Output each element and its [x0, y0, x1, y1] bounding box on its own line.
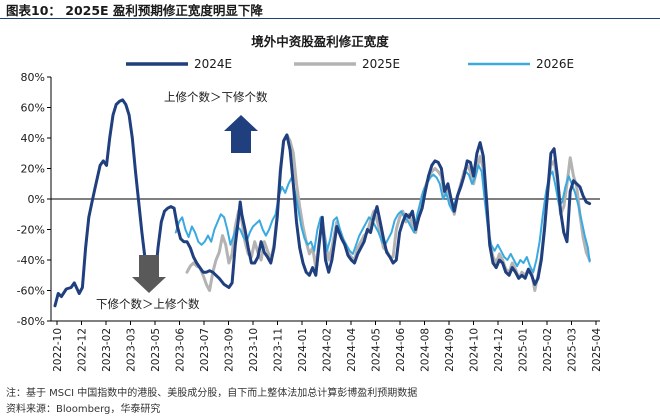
series-line-2025E	[185, 133, 592, 292]
x-tick-label: 2025-04	[591, 328, 603, 372]
x-tick-label: 2024-12	[493, 328, 505, 372]
figure-title: 图表10： 2025E 盈利预期修正宽度明显下降	[6, 3, 263, 18]
y-tick-label: 0%	[28, 193, 45, 206]
x-tick-label: 2024-04	[346, 328, 358, 372]
y-tick-label: -40%	[17, 254, 45, 267]
source-note: 资料来源：Bloomberg，华泰研究	[6, 404, 161, 415]
x-tick-label: 2023-10	[248, 328, 260, 372]
x-tick-label: 2023-02	[101, 328, 113, 372]
footnote: 注：基于 MSCI 中国指数中的港股、美股成分股，自下而上整体法加总计算彭博盈利…	[6, 388, 418, 399]
title-divider	[0, 18, 660, 19]
legend-label: 2024E	[194, 57, 232, 71]
y-tick-label: 20%	[21, 163, 45, 176]
x-tick-label: 2024-05	[371, 328, 383, 372]
y-tick-label: -80%	[17, 315, 45, 328]
y-tick-label: 40%	[21, 132, 45, 145]
x-tick-label: 2025-02	[542, 328, 554, 372]
x-tick-label: 2023-11	[273, 328, 285, 372]
up-arrow-icon	[224, 115, 258, 153]
x-tick-label: 2022-10	[52, 328, 64, 372]
y-tick-label: -60%	[17, 285, 45, 298]
x-axis: 2022-10 2022-12 2023-02 2023-03 2023-05 2023-…	[51, 320, 603, 372]
chart-title: 境外中资股盈利修正宽度	[251, 34, 389, 49]
x-tick-label: 2023-05	[150, 328, 162, 372]
x-tick-label: 2023-03	[126, 328, 138, 372]
up-annotation: 上修个数＞下修个数	[164, 90, 268, 104]
x-tick-label: 2024-02	[322, 328, 334, 372]
x-tick-label: 2023-06	[175, 328, 187, 372]
series-line-2024E	[53, 98, 592, 308]
legend-item-2025E: 2025E	[294, 57, 400, 71]
y-tick-label: 60%	[21, 102, 45, 115]
x-tick-label: 2023-07	[199, 328, 211, 372]
legend-item-2026E: 2026E	[468, 57, 574, 71]
down-arrow-icon	[132, 255, 166, 293]
x-tick-label: 2025-01	[518, 328, 530, 372]
x-tick-label: 2024-09	[444, 328, 456, 372]
legend-item-2024E: 2024E	[126, 57, 232, 71]
legend-label: 2026E	[536, 57, 574, 71]
x-tick-label: 2024-10	[469, 328, 481, 372]
y-axis: 80% 60% 40% 20% 0% -20% -40% -60% -80%	[17, 71, 52, 328]
x-tick-label: 2024-08	[420, 328, 432, 372]
x-tick-label: 2024-01	[297, 328, 309, 372]
x-tick-label: 2025-03	[567, 328, 579, 372]
y-tick-label: 80%	[21, 71, 45, 84]
x-tick-label: 2024-06	[395, 328, 407, 372]
down-annotation: 下修个数＞上修个数	[96, 297, 200, 311]
x-tick-label: 2022-12	[77, 328, 89, 372]
line-chart: 境外中资股盈利修正宽度 2024E 2025E 2026E 80% 60% 40% 20%…	[17, 34, 603, 372]
series-layer	[53, 98, 592, 308]
y-tick-label: -20%	[17, 224, 45, 237]
x-tick-label: 2023-09	[224, 328, 236, 372]
legend-label: 2025E	[362, 57, 400, 71]
legend: 2024E 2025E 2026E	[126, 57, 574, 71]
